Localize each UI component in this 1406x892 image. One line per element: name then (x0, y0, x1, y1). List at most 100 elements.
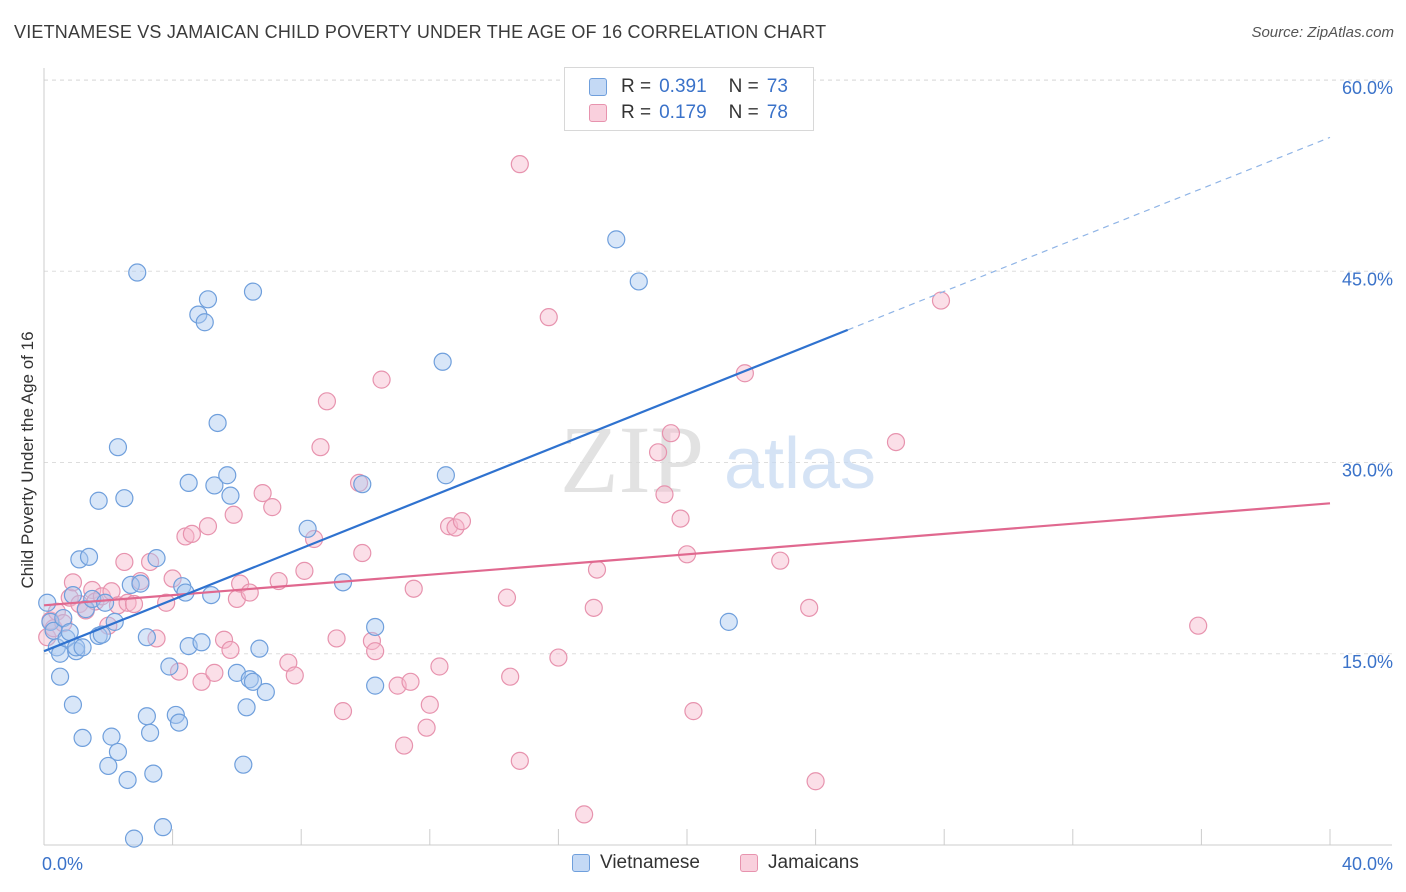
jamaican-point (224, 505, 243, 524)
vietnamese-point (50, 667, 70, 686)
jamaican-point (285, 666, 304, 685)
vietnamese-point (102, 727, 121, 746)
watermark-atlas: atlas (724, 424, 876, 504)
vietnamese-point (234, 755, 253, 774)
legend-n-value: 73 (766, 76, 788, 97)
vietnamese-point (237, 698, 256, 717)
jamaican-point (366, 642, 385, 661)
vietnamese-point (195, 313, 214, 332)
vietnamese-point (366, 676, 385, 695)
jamaican-trend-line (43, 502, 1331, 607)
vietnamese-point (131, 574, 150, 593)
jamaican-point (198, 517, 218, 536)
vietnamese-points (38, 230, 738, 848)
vietnamese-point (89, 491, 108, 510)
vietnamese-point (147, 549, 166, 568)
vietnamese-swatch (589, 78, 607, 96)
jamaican-point (163, 569, 182, 588)
jamaican-point (147, 629, 166, 648)
vietnamese-point (115, 489, 134, 508)
vietnamese-swatch (572, 854, 590, 872)
jamaican-point (539, 308, 558, 327)
vietnamese-point (153, 818, 173, 837)
vietnamese-trend-line (43, 328, 849, 653)
jamaican-point (587, 560, 607, 579)
vietnamese-point (140, 723, 160, 742)
jamaican-point (115, 552, 134, 572)
jamaican-point (931, 291, 951, 310)
vietnamese-point (128, 263, 147, 282)
vietnamese-point (76, 600, 95, 619)
legend-r-label: R = (621, 76, 652, 97)
jamaican-swatch (589, 104, 607, 122)
vietnamese-point (160, 657, 179, 676)
jamaican-point (648, 443, 668, 462)
jamaican-point (311, 438, 330, 457)
jamaican-point (401, 672, 420, 691)
jamaican-point (263, 498, 282, 517)
watermark-zip: ZIP (560, 406, 704, 513)
jamaican-point (221, 640, 240, 660)
jamaican-swatch (740, 854, 758, 872)
vietnamese-point (38, 593, 57, 612)
x-tick-label: 40.0% (1342, 854, 1393, 874)
vietnamese-point (192, 633, 211, 652)
jamaican-point (214, 630, 234, 649)
jamaican-point (240, 583, 259, 602)
vietnamese-point (95, 593, 115, 612)
trend-lines (43, 136, 1331, 653)
y-tick-label: 15.0% (1342, 652, 1393, 672)
jamaican-point (317, 392, 337, 411)
vietnamese-point (63, 695, 83, 714)
jamaican-point (169, 662, 189, 681)
y-tick-label: 60.0% (1342, 78, 1393, 98)
legend-label-jamaicans: Jamaicans (768, 852, 859, 873)
vietnamese-point (73, 638, 92, 657)
jamaican-point (671, 509, 690, 528)
legend-r-value: 0.179 (659, 102, 707, 123)
vietnamese-point (121, 575, 140, 595)
vietnamese-point (108, 742, 128, 762)
jamaican-point (394, 736, 414, 755)
jamaican-point (253, 484, 272, 503)
jamaican-point (54, 614, 73, 633)
legend-r-value: 0.391 (659, 76, 707, 97)
correlation-legend: R = 0.391 N = 73 R = 0.179 N = 78 (564, 67, 814, 131)
y-axis-label: Child Poverty Under the Age of 16 (18, 331, 37, 589)
jamaican-point (806, 772, 825, 791)
vietnamese-point (144, 764, 163, 783)
vietnamese-point (208, 413, 227, 433)
grid-lines (44, 79, 1392, 655)
jamaican-point (661, 424, 681, 443)
vietnamese-point (118, 770, 137, 790)
vietnamese-point (366, 617, 385, 637)
legend-item-vietnamese: Vietnamese (572, 852, 700, 874)
jamaican-point (510, 751, 529, 770)
vietnamese-point (99, 756, 118, 776)
vietnamese-point (256, 682, 275, 702)
jamaican-point (333, 702, 353, 721)
jamaican-point (362, 631, 382, 651)
jamaican-point (575, 805, 594, 824)
jamaican-point (510, 155, 529, 174)
vietnamese-point (240, 670, 259, 689)
legend-item-jamaicans: Jamaicans (740, 852, 859, 874)
vietnamese-point (205, 476, 224, 495)
chart-title: VIETNAMESE VS JAMAICAN CHILD POVERTY UND… (14, 22, 827, 42)
tick-labels: 15.0% 30.0% 45.0% 60.0% 0.0% 40.0% (42, 78, 1393, 874)
vietnamese-point (198, 290, 218, 309)
jamaican-point (800, 598, 819, 617)
jamaican-point (372, 370, 391, 389)
jamaican-point (417, 718, 436, 737)
vietnamese-trend-extension (847, 136, 1331, 331)
legend-row-jamaican: R = 0.179 N = 78 (589, 101, 788, 125)
jamaican-point (584, 598, 603, 617)
jamaican-point (205, 663, 224, 682)
jamaican-point (430, 657, 449, 676)
jamaican-point (452, 512, 472, 531)
vietnamese-point (79, 547, 99, 566)
axes (43, 68, 1392, 846)
x-tick-label: 0.0% (42, 854, 83, 874)
vietnamese-point (108, 438, 128, 457)
